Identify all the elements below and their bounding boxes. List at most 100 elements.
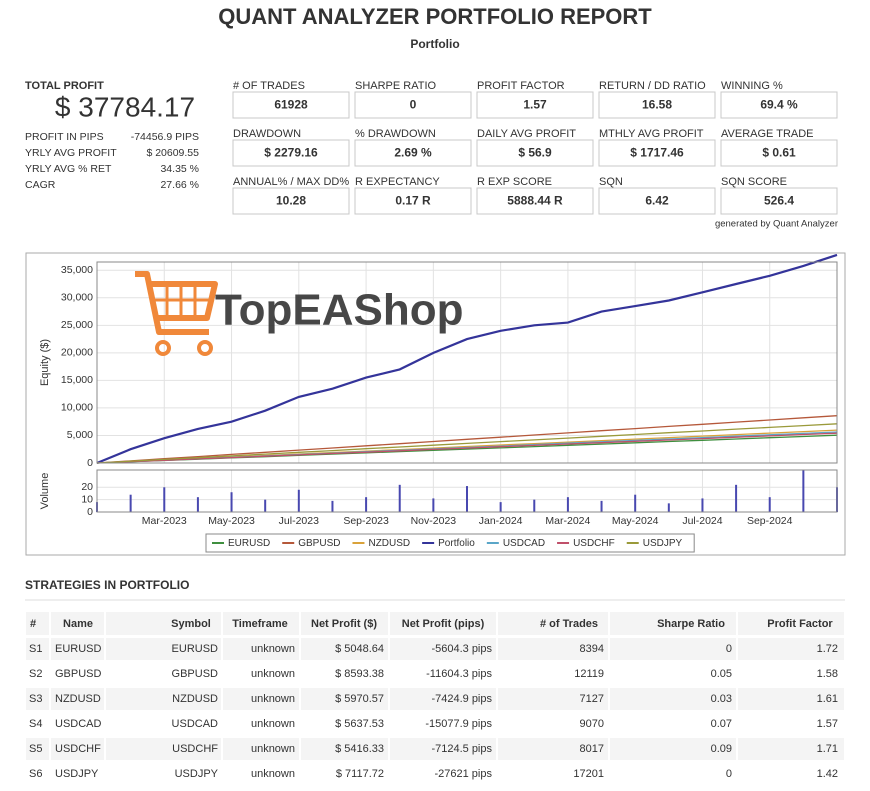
table-cell <box>390 663 496 685</box>
table-cell-text: 0.09 <box>711 743 732 755</box>
summary-row-value: 27.66 % <box>160 179 199 191</box>
y-tick-label: 10 <box>81 493 93 505</box>
table-cell-text: 12119 <box>574 668 604 680</box>
volume-bar <box>196 497 199 512</box>
y-tick-label: 30,000 <box>61 292 93 304</box>
table-cell <box>610 738 736 760</box>
table-cell-text: 9070 <box>580 718 604 730</box>
stat-box <box>720 91 838 119</box>
header-cell <box>738 612 844 635</box>
table-cell-text: S3 <box>29 693 42 705</box>
table-cell-text: NZDUSD <box>55 693 101 705</box>
table-cell-text: GBPUSD <box>55 668 102 680</box>
table-cell <box>390 713 496 735</box>
x-tick-label: Jan-2024 <box>479 515 523 527</box>
table-cell-text: -7424.9 pips <box>431 693 492 705</box>
stat-box <box>598 187 716 215</box>
stat-value: $ 1717.46 <box>630 146 684 160</box>
table-cell-text: 1.61 <box>817 693 838 705</box>
column-header: Net Profit ($) <box>311 618 377 630</box>
stat-value: 10.28 <box>276 194 306 208</box>
stat-label: WINNING % <box>721 80 783 92</box>
column-header: Net Profit (pips) <box>402 618 485 630</box>
stat-label: % DRAWDOWN <box>355 128 436 140</box>
table-cell <box>610 763 736 785</box>
stat-value: $ 2279.16 <box>264 146 318 160</box>
volume-bar <box>600 500 603 512</box>
stat-value: 0.17 R <box>395 194 431 208</box>
y-tick-label: 20,000 <box>61 347 93 359</box>
x-tick-label: Sep-2024 <box>747 515 793 527</box>
table-cell-text: $ 5637.53 <box>335 718 384 730</box>
summary-row-value: 34.35 % <box>160 163 199 175</box>
series-line <box>96 432 838 464</box>
table-cell <box>301 638 388 660</box>
watermark-icon <box>135 271 218 356</box>
table-cell <box>106 663 221 685</box>
stat-label: # OF TRADES <box>233 80 305 92</box>
table-cell-text: unknown <box>251 718 295 730</box>
volume-bar <box>499 502 502 512</box>
cart-grid <box>153 286 211 316</box>
table-cell-text: USDCAD <box>172 718 219 730</box>
x-tick-label: Sep-2023 <box>343 515 389 527</box>
column-header: Profit Factor <box>767 618 833 630</box>
table-cell <box>106 738 221 760</box>
y-tick-label: 20 <box>81 481 93 493</box>
title: QUANT ANALYZER PORTFOLIO REPORT <box>218 4 652 29</box>
x-tick-label: Jul-2024 <box>682 515 722 527</box>
table-cell-text: $ 5970.57 <box>335 693 384 705</box>
table-cell <box>106 713 221 735</box>
summary-row-value: $ 20609.55 <box>146 147 199 159</box>
y-tick-label: 25,000 <box>61 319 93 331</box>
volume-bar <box>735 484 738 512</box>
stat-value: 526.4 <box>764 194 794 208</box>
generated-by: generated by Quant Analyzer <box>715 219 838 230</box>
stat-label: R EXPECTANCY <box>355 176 440 188</box>
y-axis-label: Equity ($) <box>39 339 51 386</box>
table-cell-text: EURUSD <box>55 643 102 655</box>
y-tick-label: 10,000 <box>61 402 93 414</box>
table-cell <box>738 738 844 760</box>
legend-label: Portfolio <box>438 538 475 549</box>
table-cell-text: S2 <box>29 668 42 680</box>
table-cell-text: S6 <box>29 768 42 780</box>
table-cell-text: USDJPY <box>55 768 99 780</box>
legend-label: USDCHF <box>573 538 615 549</box>
table-cell <box>301 763 388 785</box>
table-cell-text: EURUSD <box>172 643 219 655</box>
table-cell-text: 1.57 <box>817 718 838 730</box>
summary-label: TOTAL PROFIT <box>25 80 104 92</box>
table-cell-text: GBPUSD <box>172 668 219 680</box>
volume-bar <box>667 503 670 512</box>
table-cell <box>301 713 388 735</box>
table-cell-text: 0 <box>726 643 732 655</box>
stat-label: DAILY AVG PROFIT <box>477 128 576 140</box>
section-title: STRATEGIES IN PORTFOLIO <box>25 578 189 592</box>
table-cell-text: $ 5416.33 <box>335 743 384 755</box>
table-cell-text: unknown <box>251 668 295 680</box>
table-cell-text: unknown <box>251 743 295 755</box>
volume-bar <box>163 487 166 512</box>
table-cell-text: 0.03 <box>711 693 732 705</box>
x-tick-label: May-2023 <box>208 515 255 527</box>
volume-bar <box>802 470 805 512</box>
stat-box <box>354 91 472 119</box>
summary-row-label: CAGR <box>25 179 56 191</box>
stat-label: ANNUAL% / MAX DD% <box>233 176 349 188</box>
table-cell <box>738 713 844 735</box>
table-cell <box>301 738 388 760</box>
header-cell <box>106 612 221 635</box>
header-cell <box>51 612 104 635</box>
table-cell <box>498 638 608 660</box>
stat-value: 69.4 % <box>760 98 798 112</box>
stat-box <box>232 91 350 119</box>
stat-box <box>598 91 716 119</box>
table-cell <box>223 638 299 660</box>
summary-value: $ 37784.17 <box>55 91 195 122</box>
table-cell <box>51 713 104 735</box>
header-cell <box>390 612 496 635</box>
legend-label: GBPUSD <box>298 538 340 549</box>
table-cell-text: unknown <box>251 768 295 780</box>
